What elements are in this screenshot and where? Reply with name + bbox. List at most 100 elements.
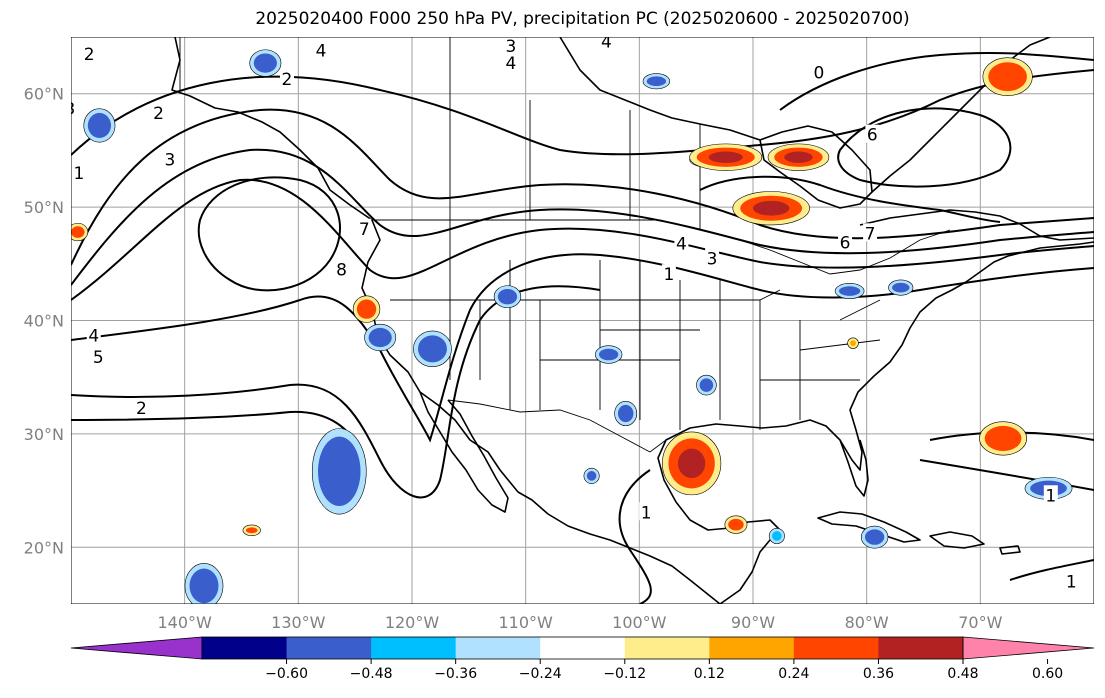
contour-label-bg	[334, 259, 349, 278]
pv-contour-gulf	[618, 469, 652, 604]
colorbar-segment	[371, 637, 457, 659]
blob-mid	[245, 527, 258, 534]
precip-pc-blob	[767, 143, 830, 171]
state-borders-central	[540, 260, 700, 430]
blob-mid	[598, 348, 619, 361]
colorbar-tick-label: 0.36	[863, 666, 894, 682]
colorbar-segment	[878, 637, 964, 659]
precip-pc-shading	[71, 49, 1073, 604]
contour-label-bg	[863, 223, 878, 242]
lat-tick-label: 20°N	[24, 538, 64, 557]
baja-peninsula	[419, 391, 509, 513]
colorbar-extend-min	[70, 636, 203, 660]
pv-contours	[71, 51, 1094, 604]
blob-mid	[984, 425, 1022, 451]
lat-tick-label: 40°N	[24, 312, 64, 331]
pv-contour-closed-east	[837, 107, 1012, 188]
pv-contour-label: 4	[601, 33, 612, 53]
colorbar-tick-label: 0.60	[1032, 666, 1063, 682]
graticule	[71, 37, 1094, 604]
precip-pc-blob	[860, 525, 889, 549]
pv-contour-jet-3	[71, 178, 1094, 301]
us-canada-border	[372, 219, 951, 275]
precip-pc-blob	[689, 143, 763, 171]
lon-tick-label: 70°W	[958, 613, 1002, 632]
colorbar-tick-label: 0.12	[694, 666, 725, 682]
colorbar-tick-label: −0.12	[603, 666, 646, 682]
pv-contour-label: 1	[663, 265, 674, 285]
precip-pc-blob	[696, 374, 717, 396]
pv-contour-south-2	[71, 410, 361, 451]
precip-pc-blob	[184, 563, 224, 604]
precip-pc-blob	[662, 431, 722, 496]
precip-pc-blob	[249, 49, 282, 77]
colorbar-segment	[455, 637, 541, 659]
colorbar-segment	[202, 637, 288, 659]
blob-core	[753, 200, 790, 216]
precip-pc-blob	[614, 400, 638, 426]
contour-label-bg	[1064, 571, 1079, 590]
political-borders	[179, 37, 951, 453]
cuba	[817, 511, 921, 543]
precip-pc-blob	[594, 345, 623, 364]
precip-pc-blob	[732, 191, 810, 226]
lon-tick-label: 100°W	[612, 613, 667, 632]
lat-tick-label: 30°N	[24, 425, 64, 444]
pv-contour-label: 3	[505, 37, 516, 57]
contour-label-bg	[1043, 485, 1058, 504]
pv-contour-label: 2	[282, 70, 293, 90]
colorbar-tick-label: −0.24	[519, 666, 562, 682]
contour-label-bg	[314, 40, 329, 59]
blob-core	[326, 450, 352, 492]
pv-contour-atlantic-2	[919, 459, 1094, 491]
st-lawrence-coast	[859, 209, 1094, 241]
state-borders-west	[390, 220, 541, 410]
hispaniola	[929, 531, 985, 549]
pv-contour-label: 7	[865, 224, 876, 244]
colorbar-tick-label: −0.36	[434, 666, 477, 682]
contour-label-bg	[674, 233, 689, 252]
precip-pc-blob	[724, 515, 748, 534]
precip-pc-blob	[847, 337, 859, 349]
contour-label-bg	[71, 163, 86, 182]
contour-label-bg	[71, 98, 77, 117]
pv-contour-label: 6	[867, 126, 878, 146]
blob-mid	[850, 340, 856, 347]
blob-mid	[699, 378, 714, 392]
blob-mid	[497, 288, 518, 305]
pv-contour-hudson	[779, 51, 1094, 111]
precip-pc-blob	[364, 323, 397, 352]
pv-contour-jet-2	[71, 148, 1094, 286]
pv-contour-caribbean	[1009, 559, 1094, 581]
colorbar-segment	[286, 637, 372, 659]
latitude-labels: 20°N 30°N 40°N 50°N 60°N	[24, 85, 64, 558]
lat-tick-label: 60°N	[24, 85, 64, 104]
contour-label-bg	[279, 69, 294, 88]
pv-contour-label: 2	[153, 104, 164, 124]
contour-label-bg	[661, 264, 676, 283]
lon-tick-label: 130°W	[271, 613, 326, 632]
contour-label-bg	[86, 325, 101, 344]
blob-core	[677, 448, 706, 479]
lon-tick-label: 120°W	[385, 613, 440, 632]
blob-mid	[892, 282, 910, 293]
pv-contour-east-1	[71, 69, 1094, 156]
blob-mid	[838, 286, 861, 296]
precip-pc-blob	[493, 285, 522, 309]
precip-pc-blob	[834, 283, 865, 299]
pv-contour-label: 7	[359, 220, 370, 240]
contour-label-bg	[357, 218, 372, 237]
blob-core	[195, 575, 213, 597]
precip-pc-blob	[413, 330, 452, 368]
contour-label-bg	[639, 502, 654, 521]
contour-label-bg	[811, 62, 826, 81]
precip-pc-blob	[982, 57, 1033, 97]
contour-label-bg	[503, 37, 518, 55]
precip-pc-blob	[71, 222, 89, 242]
blob-mid	[988, 62, 1027, 92]
pv-contour-closed-west	[197, 176, 341, 292]
pv-contour-label: 3	[707, 249, 718, 269]
pv-contour-south-1	[71, 285, 601, 499]
